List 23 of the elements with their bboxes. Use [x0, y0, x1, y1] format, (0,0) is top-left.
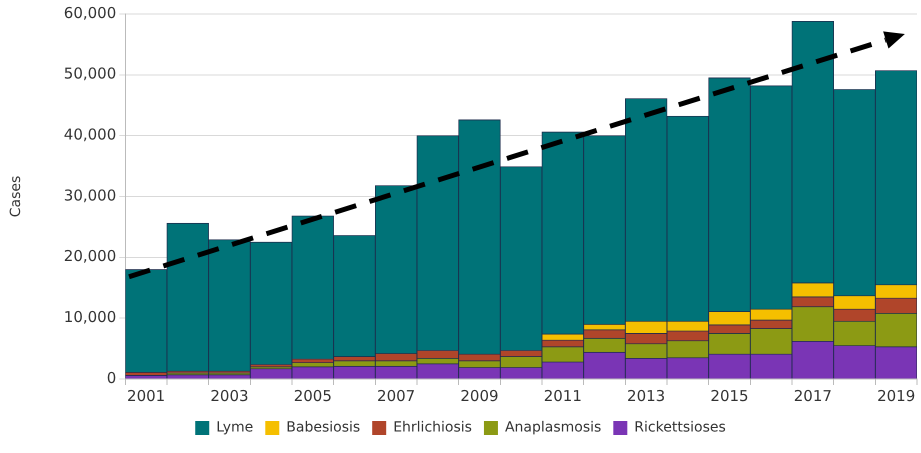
y-tick-label: 50,000: [64, 64, 116, 83]
x-tick-label: 2009: [460, 386, 499, 405]
x-tick-label: 2005: [294, 386, 332, 405]
legend-label: Rickettsioses: [634, 420, 726, 436]
x-tick-label: 2013: [627, 386, 666, 405]
legend-label: Babesiosis: [286, 420, 360, 436]
y-axis-title: Cases: [8, 176, 24, 218]
y-tick-label: 20,000: [64, 247, 116, 266]
x-tick-label: 2007: [377, 386, 416, 405]
x-tick-label: 2003: [210, 386, 249, 405]
x-tick-label: 2015: [710, 386, 749, 405]
legend-label: Anaplasmosis: [504, 420, 602, 436]
x-tick-label: 2011: [544, 386, 582, 405]
y-tick-label: 40,000: [64, 126, 116, 144]
x-tick-label: 2019: [877, 386, 916, 405]
y-tick-label: 10,000: [64, 308, 116, 326]
y-tick-label: 30,000: [64, 186, 116, 204]
legend-label: Lyme: [216, 420, 254, 436]
x-tick-label: 2017: [794, 386, 832, 405]
legend-label: Ehrlichiosis: [393, 420, 472, 436]
x-tick-label: 2001: [127, 386, 166, 405]
y-tick-label: 60,000: [64, 4, 116, 22]
y-tick-label: 0: [106, 368, 116, 387]
